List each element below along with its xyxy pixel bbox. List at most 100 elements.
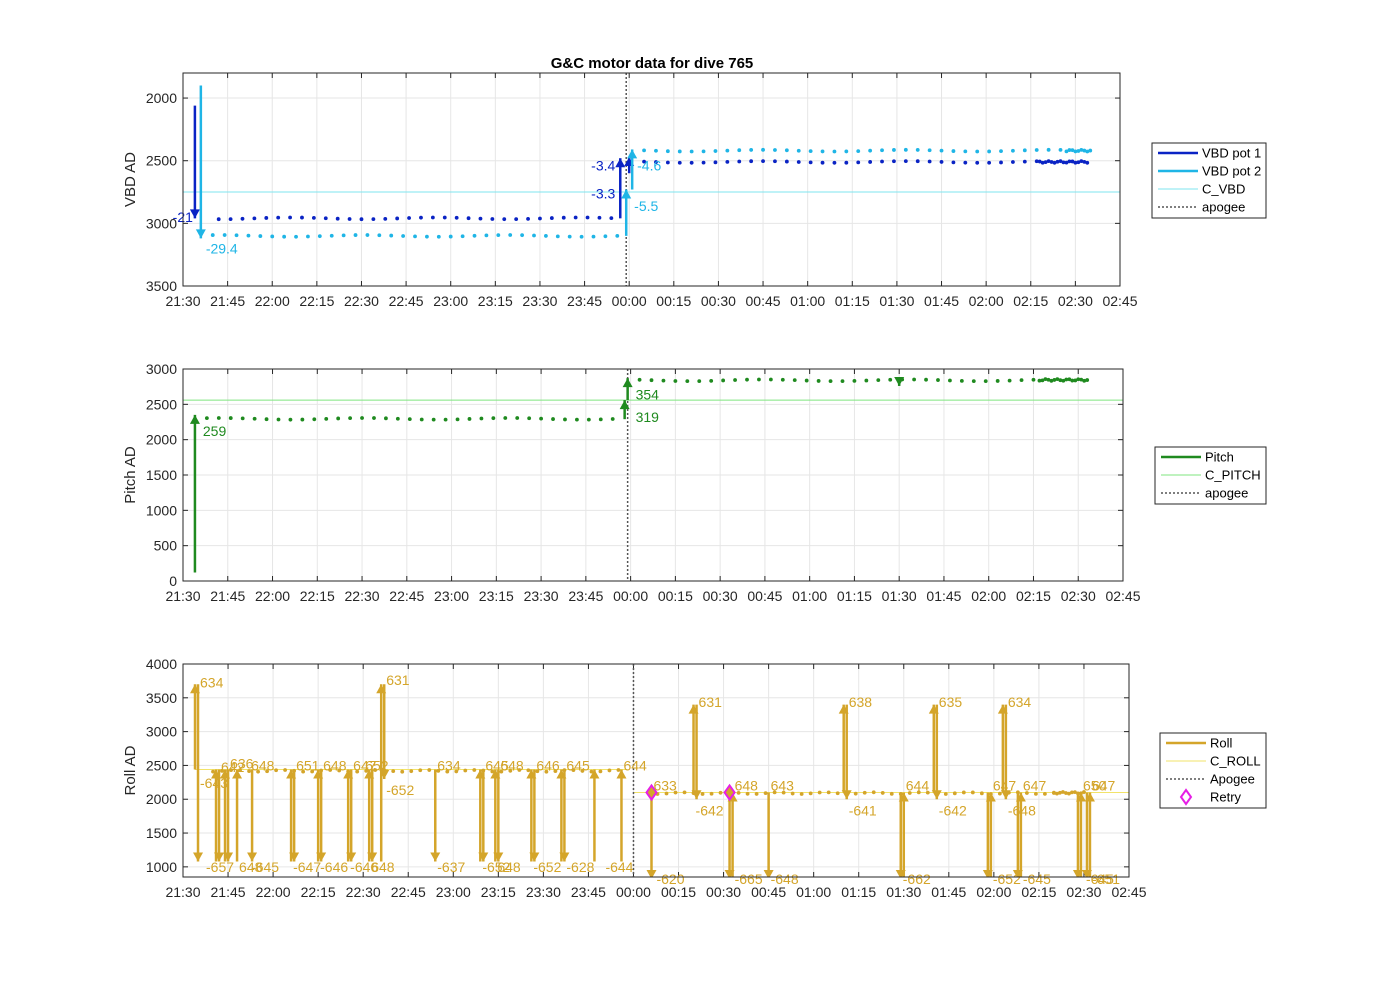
data-point [927,159,932,164]
x-tick-label: 02:30 [1058,293,1093,309]
data-label: 645 [566,757,590,773]
data-point [555,234,560,239]
data-point [607,768,612,773]
data-point [499,769,504,774]
data-point [413,234,417,239]
data-point [1037,378,1042,383]
data-point [892,159,896,164]
data-point [844,149,849,154]
axes-2: 21:30 21:45 22:00 22:15 22:30 22:45 23:00 23:15… [122,361,1267,604]
data-point [353,233,358,237]
data-point [610,417,615,421]
motor-move-arrowhead [478,852,489,862]
motor-move-arrowhead [289,852,300,862]
data-label: -5.5 [634,198,658,214]
y-tick-label: 500 [154,538,178,554]
data-point [1052,378,1057,382]
x-tick-label: 00:45 [746,293,781,309]
data-point [443,417,448,422]
data-point [1079,159,1084,164]
data-point [772,790,777,795]
data-point [808,791,813,796]
data-label: -652 [993,871,1021,887]
motor-move-arrowhead [619,400,630,410]
data-label: -651 [1092,871,1120,887]
data-point [916,790,921,795]
motor-move-arrowhead [1075,792,1086,802]
data-point [773,148,777,152]
data-label: -3.3 [591,185,615,201]
data-label: -4.6 [637,158,661,174]
data-point [484,233,489,238]
data-point [436,234,441,239]
data-point [300,417,305,422]
x-tick-label: 00:15 [656,293,691,309]
data-point [597,215,602,220]
data-point [721,378,726,383]
data-point [1055,159,1060,164]
data-point [532,233,536,238]
data-point [360,416,364,420]
data-point [436,768,441,773]
data-point [673,379,678,383]
data-point [1067,159,1072,164]
data-point [736,790,741,795]
x-tick-label: 22:15 [299,293,334,309]
axes-3: 21:30 21:45 22:00 22:15 22:30 22:45 23:00 23:15… [122,656,1267,900]
data-label: -645 [1023,871,1051,887]
data-point [963,160,968,165]
data-point [347,217,352,221]
data-point [868,148,873,153]
data-point [761,147,765,152]
axes-box [182,72,1121,287]
data-point [463,768,468,773]
data-point [472,768,477,772]
data-point [442,215,447,220]
data-point [478,216,483,221]
data-point [737,148,742,153]
motor-move-arrowhead [691,790,702,800]
x-tick-label: 00:45 [747,588,782,604]
data-point [1022,148,1027,153]
data-point [701,160,706,165]
data-label: 647 [353,757,377,773]
data-point [1061,378,1066,383]
figure-title: G&C motor data for dive 765 [551,55,754,72]
data-point [903,147,908,152]
x-tick-label: 01:45 [924,293,959,309]
data-point [1070,378,1075,383]
data-point [419,215,423,220]
data-label: 634 [1008,694,1032,710]
data-point [515,416,520,420]
data-point [745,377,749,382]
data-point [264,216,269,220]
data-point [961,790,966,795]
data-point [274,768,278,773]
data-point [312,417,317,422]
data-point [826,790,831,795]
data-point [454,215,459,220]
data-point [840,379,845,384]
x-tick-label: 01:45 [926,588,961,604]
data-point [246,233,251,238]
motor-move-arrowhead [894,376,905,386]
x-tick-label: 00:30 [701,293,736,309]
data-point [1011,148,1015,153]
data-label: 652 [365,757,389,773]
y-tick-label: 3000 [146,724,177,740]
data-point [544,769,549,774]
data-point [220,769,224,773]
data-point [549,216,554,220]
data-point [999,149,1003,154]
data-point [1070,148,1075,153]
x-tick-label: 22:15 [301,884,336,900]
data-point [1061,160,1066,165]
x-tick-label: 00:15 [658,588,693,604]
data-point [1019,378,1024,383]
data-point [677,160,682,165]
legend-label: VBD pot 2 [1202,164,1261,179]
data-point [709,378,714,383]
data-point [1043,160,1048,165]
motor-move-arrowhead [646,870,657,877]
data-point [757,377,761,382]
